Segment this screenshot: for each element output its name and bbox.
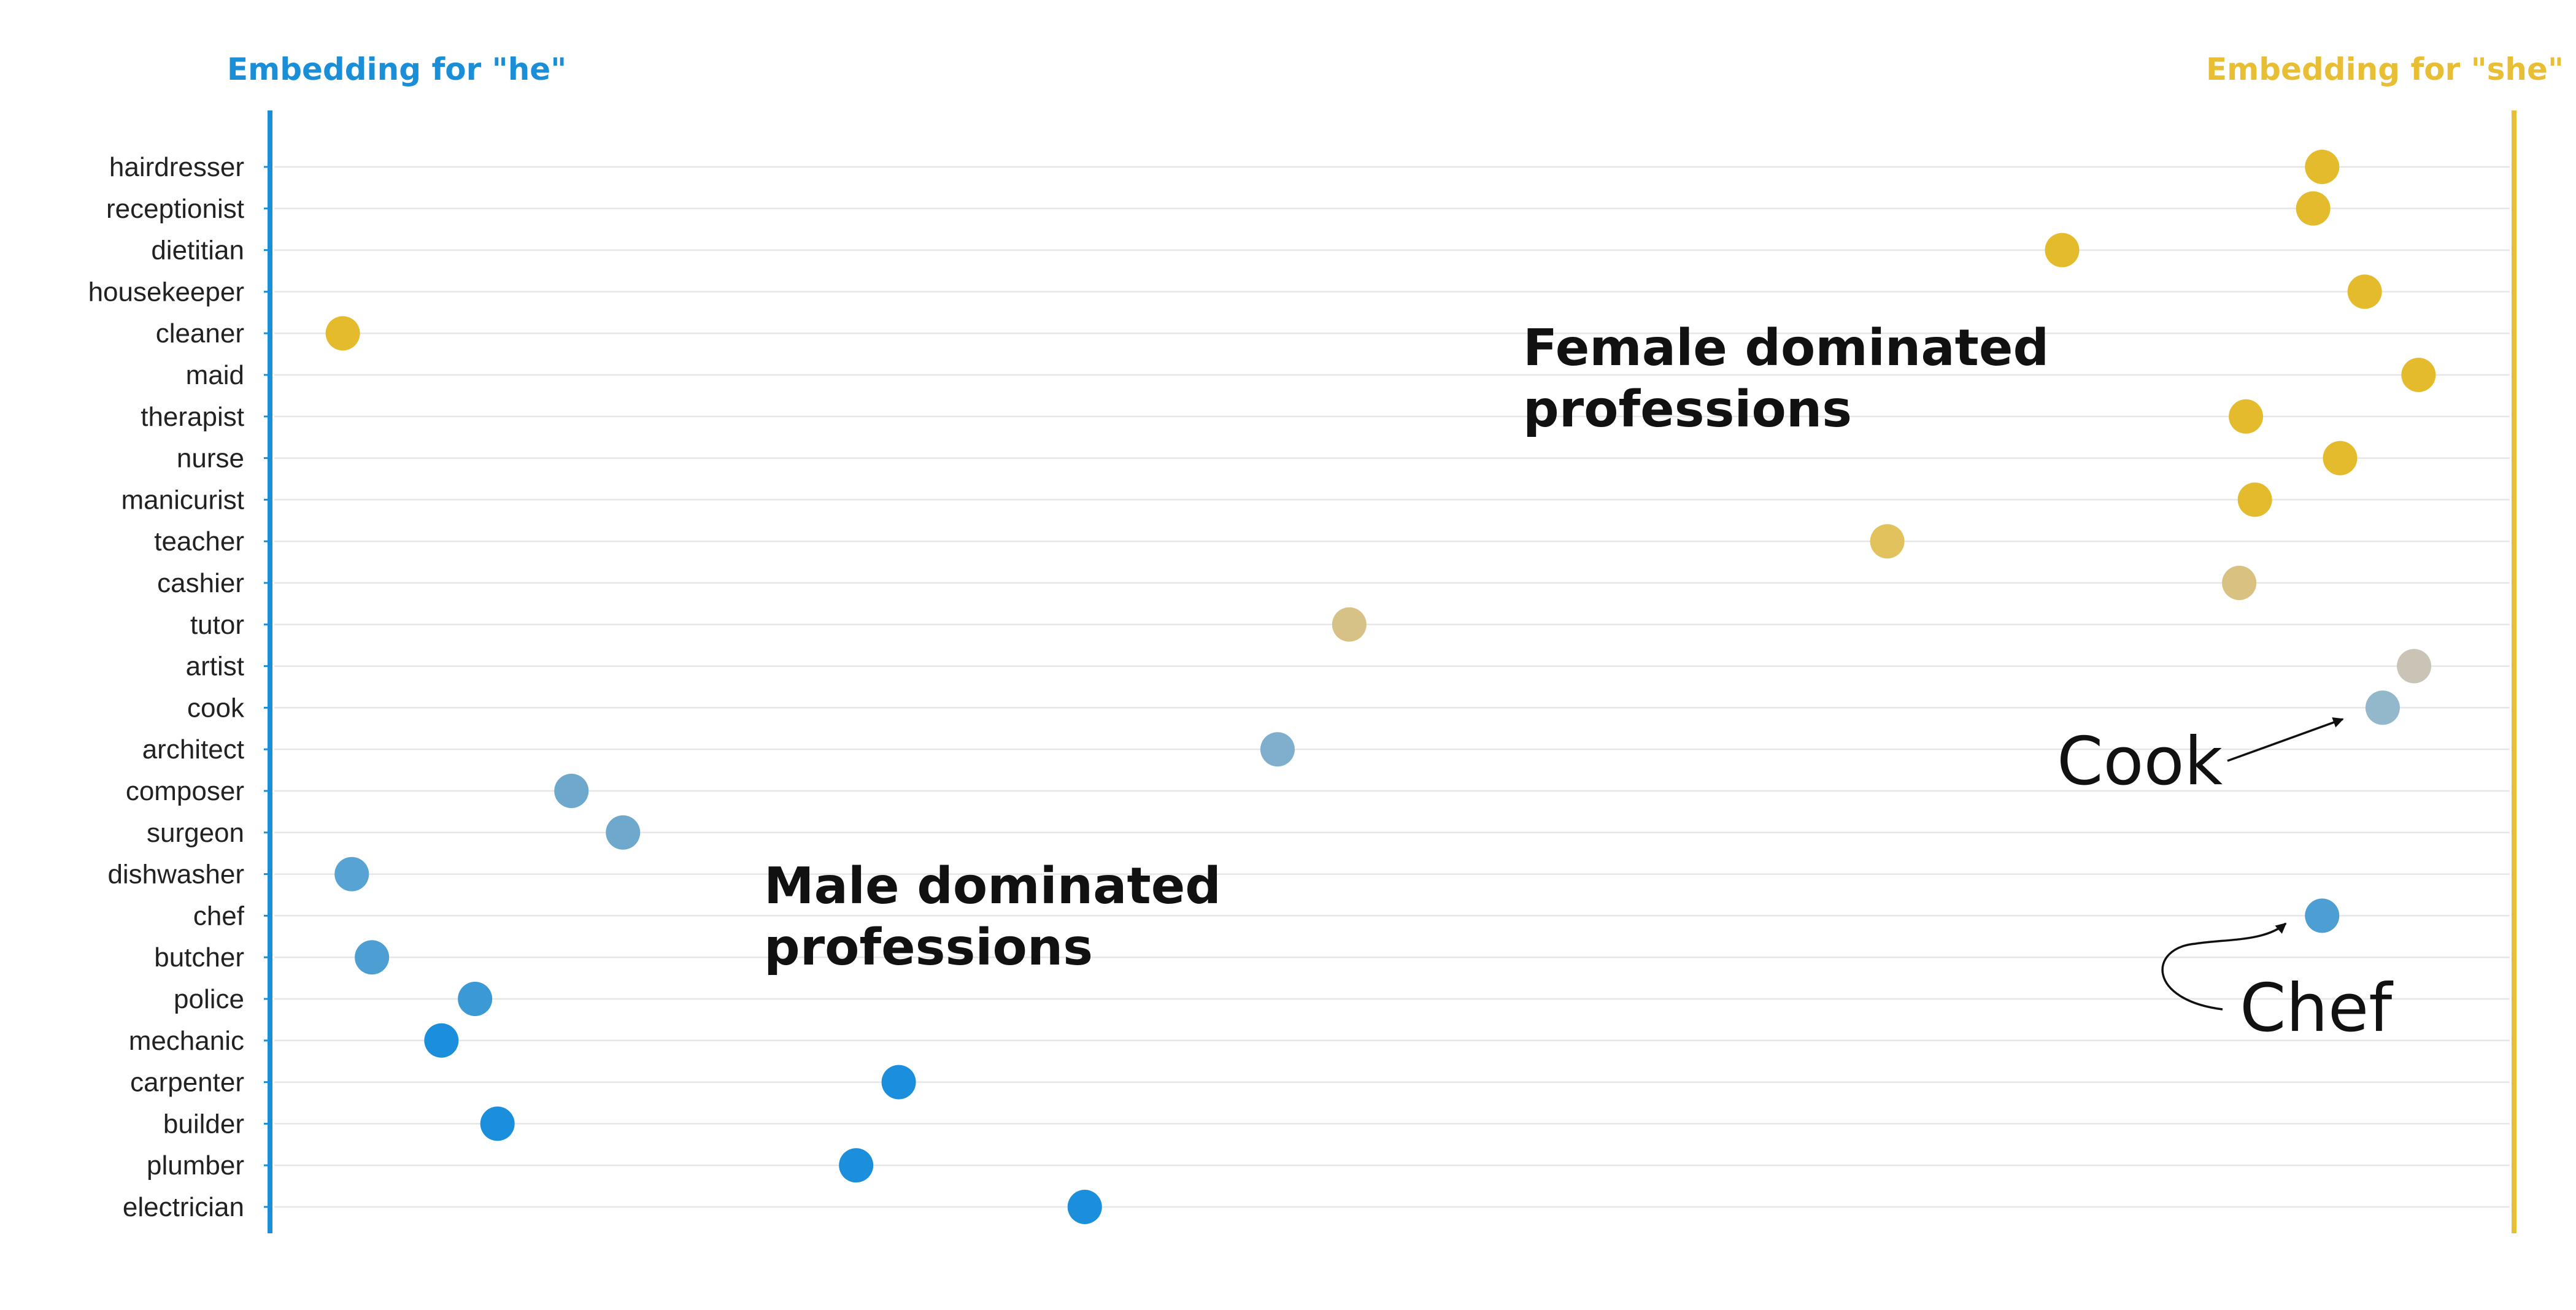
label-manicurist: manicurist <box>121 485 245 515</box>
label-mechanic: mechanic <box>129 1026 244 1056</box>
label-housekeeper: housekeeper <box>88 277 244 307</box>
point-dishwasher <box>334 857 369 892</box>
cook-callout: Cook <box>2057 723 2223 800</box>
label-nurse: nurse <box>177 444 244 474</box>
point-housekeeper <box>2347 274 2382 309</box>
label-therapist: therapist <box>141 402 244 432</box>
label-maid: maid <box>186 360 244 390</box>
point-cleaner <box>325 316 360 351</box>
point-mechanic <box>424 1023 459 1058</box>
male-annotation-line2: professions <box>764 919 1093 977</box>
gridlines <box>264 166 2510 1208</box>
label-plumber: plumber <box>147 1150 244 1181</box>
chef-callout: Chef <box>2240 970 2394 1047</box>
label-builder: builder <box>163 1109 244 1139</box>
point-chef <box>2305 898 2340 933</box>
point-teacher <box>1870 524 1905 559</box>
label-butcher: butcher <box>154 942 244 973</box>
profession-labels: hairdresser receptionist dietitian housekee… <box>88 152 245 1222</box>
point-artist <box>2397 649 2432 684</box>
label-dishwasher: dishwasher <box>107 860 244 890</box>
point-receptionist <box>2296 191 2331 226</box>
label-hairdresser: hairdresser <box>109 152 244 182</box>
he-axis-label: Embedding for "he" <box>227 52 566 87</box>
label-carpenter: carpenter <box>130 1068 244 1098</box>
profession-points <box>325 150 2436 1224</box>
chef-callout-arrow <box>2161 922 2287 1011</box>
point-electrician <box>1067 1190 1102 1224</box>
label-architect: architect <box>142 734 244 765</box>
cook-callout-arrow <box>2227 717 2344 762</box>
label-composer: composer <box>126 776 244 806</box>
point-butcher <box>355 940 390 975</box>
label-cook: cook <box>187 693 245 723</box>
point-therapist <box>2229 399 2264 434</box>
label-chef: chef <box>193 901 245 931</box>
she-axis-label: Embedding for "she" <box>2206 52 2564 87</box>
label-artist: artist <box>186 652 244 682</box>
point-police <box>458 982 493 1016</box>
male-annotation: Male dominated professions <box>764 857 1221 977</box>
point-manicurist <box>2237 482 2272 517</box>
point-carpenter <box>881 1065 916 1100</box>
label-cleaner: cleaner <box>156 318 244 349</box>
point-cook <box>2365 690 2400 725</box>
female-annotation: Female dominated professions <box>1523 319 2049 439</box>
label-electrician: electrician <box>123 1192 244 1222</box>
label-surgeon: surgeon <box>147 818 244 848</box>
point-composer <box>554 774 589 808</box>
label-cashier: cashier <box>157 568 244 598</box>
label-dietitian: dietitian <box>151 236 244 266</box>
point-cashier <box>2222 566 2257 600</box>
point-maid <box>2401 358 2436 392</box>
female-annotation-line2: professions <box>1523 380 1852 439</box>
point-hairdresser <box>2305 150 2340 184</box>
point-tutor <box>1332 607 1367 642</box>
label-receptionist: receptionist <box>106 194 244 224</box>
label-teacher: teacher <box>154 526 244 557</box>
point-nurse <box>2323 441 2358 476</box>
point-surgeon <box>606 815 641 850</box>
label-police: police <box>174 984 244 1014</box>
point-architect <box>1260 732 1295 767</box>
male-annotation-line1: Male dominated <box>764 857 1221 915</box>
point-dietitian <box>2045 233 2080 268</box>
point-plumber <box>839 1148 874 1183</box>
label-tutor: tutor <box>190 610 244 640</box>
female-annotation-line1: Female dominated <box>1523 319 2049 377</box>
point-builder <box>480 1106 515 1141</box>
